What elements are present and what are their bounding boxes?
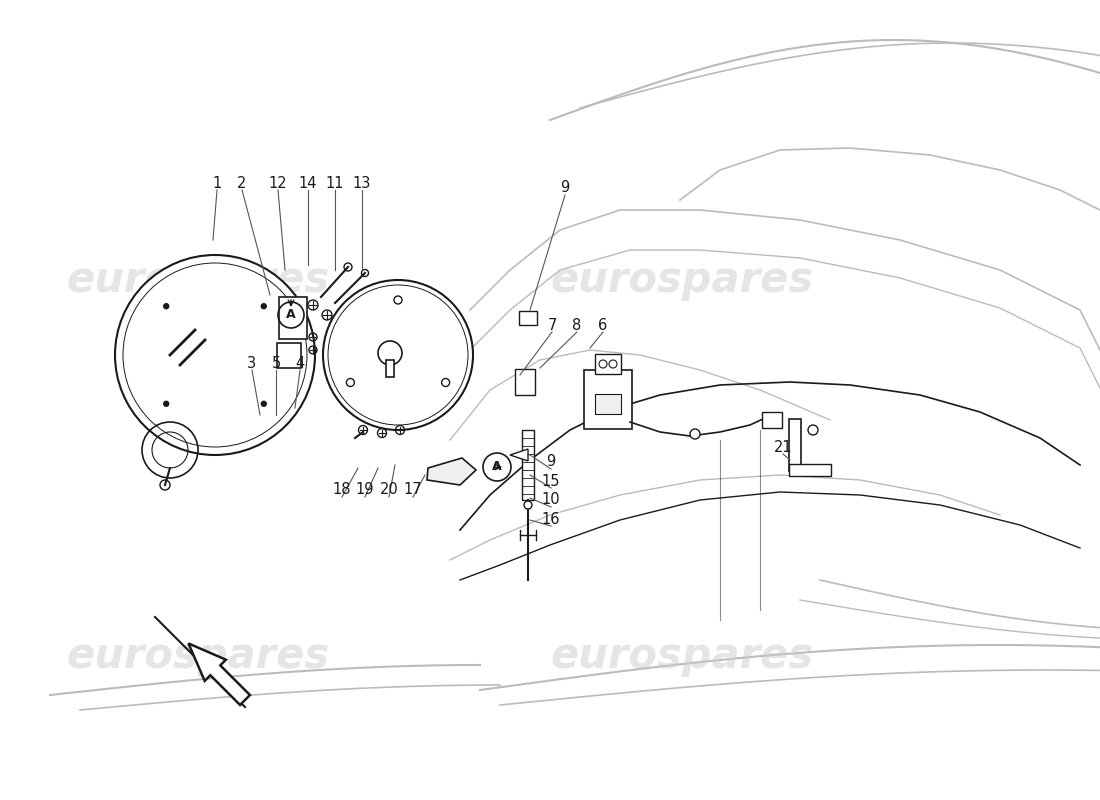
Circle shape xyxy=(164,402,168,406)
Circle shape xyxy=(483,453,512,481)
Text: 3: 3 xyxy=(248,355,256,370)
FancyBboxPatch shape xyxy=(279,297,307,339)
Text: 21: 21 xyxy=(773,439,792,454)
Text: 10: 10 xyxy=(541,493,560,507)
FancyBboxPatch shape xyxy=(515,369,535,395)
FancyBboxPatch shape xyxy=(584,370,632,429)
Text: 5: 5 xyxy=(272,355,280,370)
Circle shape xyxy=(690,429,700,439)
FancyBboxPatch shape xyxy=(789,419,801,471)
Text: eurospares: eurospares xyxy=(66,259,330,301)
Polygon shape xyxy=(188,643,250,705)
Circle shape xyxy=(262,402,266,406)
Text: 17: 17 xyxy=(404,482,422,498)
Circle shape xyxy=(323,280,473,430)
Text: 20: 20 xyxy=(379,482,398,498)
Text: 1: 1 xyxy=(212,175,221,190)
Circle shape xyxy=(164,304,168,309)
Text: 11: 11 xyxy=(326,175,344,190)
FancyBboxPatch shape xyxy=(789,464,830,476)
Text: eurospares: eurospares xyxy=(550,635,814,677)
Text: 15: 15 xyxy=(541,474,560,489)
Text: 6: 6 xyxy=(598,318,607,333)
Text: 14: 14 xyxy=(299,175,317,190)
Polygon shape xyxy=(427,458,476,485)
Text: 12: 12 xyxy=(268,175,287,190)
Text: A: A xyxy=(492,461,502,474)
Polygon shape xyxy=(386,360,394,377)
Text: eurospares: eurospares xyxy=(66,635,330,677)
Text: 7: 7 xyxy=(548,318,557,333)
Text: eurospares: eurospares xyxy=(550,259,814,301)
Text: 16: 16 xyxy=(541,511,560,526)
Circle shape xyxy=(524,501,532,509)
Text: 9: 9 xyxy=(547,454,556,470)
FancyBboxPatch shape xyxy=(595,394,621,414)
Text: 4: 4 xyxy=(296,355,305,370)
FancyBboxPatch shape xyxy=(519,311,537,325)
FancyBboxPatch shape xyxy=(277,343,301,368)
Circle shape xyxy=(116,255,315,455)
Text: A: A xyxy=(286,309,296,322)
Circle shape xyxy=(262,304,266,309)
Text: 8: 8 xyxy=(572,318,582,333)
Text: 2: 2 xyxy=(238,175,246,190)
Polygon shape xyxy=(510,449,528,461)
FancyBboxPatch shape xyxy=(522,430,534,500)
Text: 13: 13 xyxy=(353,175,371,190)
Polygon shape xyxy=(762,412,782,428)
Text: 19: 19 xyxy=(355,482,374,498)
FancyBboxPatch shape xyxy=(595,354,621,374)
Text: 18: 18 xyxy=(332,482,351,498)
Text: 9: 9 xyxy=(560,181,570,195)
